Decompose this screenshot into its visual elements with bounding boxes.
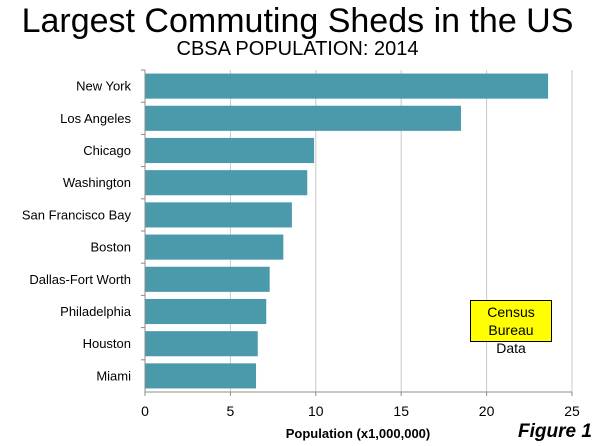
bar-houston: [145, 331, 258, 357]
x-tick-label: 15: [393, 403, 409, 419]
source-note-line2: Data: [496, 340, 526, 356]
figure-label: Figure 1: [518, 421, 592, 442]
category-label: Washington: [63, 175, 131, 190]
bar-new-york: [145, 73, 549, 99]
category-label: Los Angeles: [60, 111, 131, 126]
source-note-line1: Census Bureau: [487, 304, 535, 338]
bar-boston: [145, 234, 284, 260]
chart-title: Largest Commuting Sheds in the US: [21, 2, 574, 40]
x-tick-label: 0: [141, 403, 149, 419]
bar-san-francisco-bay: [145, 202, 292, 228]
bars: [145, 73, 549, 389]
bar-washington: [145, 170, 308, 196]
category-label: Miami: [96, 368, 131, 383]
category-label: San Francisco Bay: [22, 207, 132, 222]
axes: [141, 69, 573, 396]
category-label: Houston: [83, 336, 131, 351]
chart-subtitle: CBSA POPULATION: 2014: [176, 38, 419, 60]
bar-dallas-fort-worth: [145, 266, 270, 292]
source-note-box: Census Bureau Data: [470, 300, 552, 356]
category-label: Boston: [91, 240, 131, 255]
x-axis-title: Population (x1,000,000): [286, 426, 431, 441]
category-label: Philadelphia: [60, 304, 132, 319]
labels: New York Los Angeles Chicago Washington San …: [22, 79, 580, 441]
x-tick-label: 5: [227, 403, 235, 419]
x-tick-label: 20: [479, 403, 495, 419]
category-label: Dallas-Fort Worth: [29, 272, 131, 287]
bar-miami: [145, 363, 257, 389]
x-tick-label: 10: [308, 403, 324, 419]
x-tick-label: 25: [564, 403, 580, 419]
bar-los-angeles: [145, 105, 461, 131]
bar-philadelphia: [145, 298, 267, 325]
category-label: New York: [76, 79, 131, 94]
category-label: Chicago: [83, 143, 131, 158]
bar-chicago: [145, 137, 315, 164]
